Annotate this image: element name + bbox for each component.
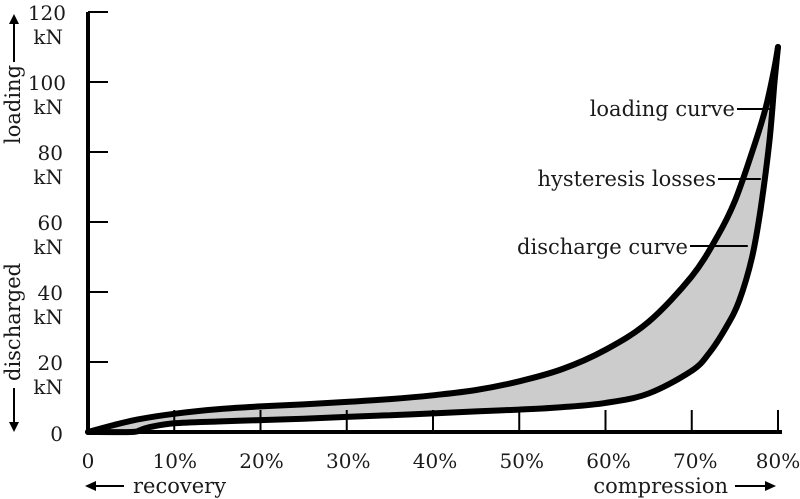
y-tick-unit: kN	[33, 305, 63, 329]
y-axis-loading-label: loading	[1, 14, 25, 144]
y-tick-unit: kN	[33, 235, 63, 259]
y-tick-value: 60	[38, 211, 63, 235]
x-tick-label: 10%	[153, 449, 197, 473]
y-tick-unit: kN	[33, 95, 63, 119]
x-axis-recovery-label: recovery	[85, 474, 226, 498]
y-tick-unit: kN	[33, 25, 63, 49]
y-tick-unit: kN	[33, 165, 63, 189]
x-tick-label: 0	[82, 449, 95, 473]
y-tick-value: 0	[50, 422, 63, 446]
left-arrow-icon	[85, 481, 96, 491]
y-tick-value: 120	[28, 1, 66, 25]
y-axis-loading-text: loading	[1, 65, 25, 144]
annotation-loading-curve: loading curve	[590, 97, 772, 121]
y-tick-value: 40	[38, 281, 63, 305]
annotation-loading-curve-text: loading curve	[590, 97, 735, 121]
x-axis-recovery-text: recovery	[133, 474, 226, 498]
annotation-discharge-curve-text: discharge curve	[517, 235, 688, 259]
discharge-curve-line	[85, 44, 781, 436]
x-tick-label: 20%	[239, 449, 283, 473]
up-arrow-icon	[9, 14, 19, 24]
annotation-hysteresis-losses: hysteresis losses	[537, 167, 761, 191]
y-tick-marks	[88, 11, 108, 363]
x-tick-labels: 0 10% 20% 30% 40% 50% 60% 70% 80%	[82, 449, 800, 473]
y-tick-labels: 0 20 kN 40 kN 60 kN 80 kN 100 kN 120 kN	[28, 1, 66, 446]
x-axis-compression-label: compression	[593, 474, 776, 498]
loading-curve-line	[85, 44, 781, 435]
y-axis-discharged-label: discharged	[1, 263, 25, 432]
x-tick-label: 80%	[756, 449, 800, 473]
x-axis-compression-text: compression	[593, 474, 728, 498]
x-tick-label: 60%	[586, 449, 630, 473]
y-axis-discharged-text: discharged	[1, 263, 25, 381]
x-tick-label: 70%	[673, 449, 717, 473]
y-tick-value: 20	[38, 351, 63, 375]
annotation-discharge-curve: discharge curve	[517, 235, 748, 259]
x-tick-label: 50%	[500, 449, 544, 473]
y-tick-unit: kN	[33, 375, 63, 399]
y-tick-value: 100	[28, 71, 66, 95]
x-tick-label: 30%	[326, 449, 370, 473]
y-tick-value: 80	[38, 141, 63, 165]
annotation-hysteresis-losses-text: hysteresis losses	[537, 167, 716, 191]
x-tick-label: 40%	[413, 449, 457, 473]
right-arrow-icon	[765, 481, 776, 491]
down-arrow-icon	[9, 422, 19, 432]
